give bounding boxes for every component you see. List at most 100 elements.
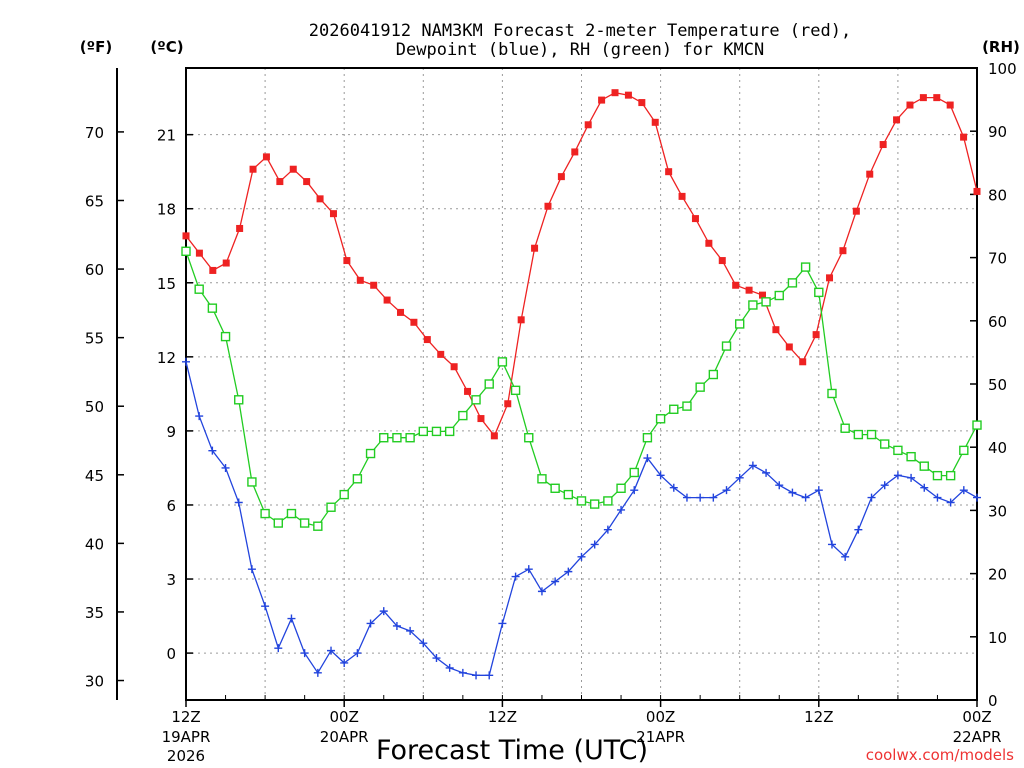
rh-tick-label: 0 [988, 692, 998, 710]
temperature-point [598, 96, 606, 104]
dewpoint-point [379, 607, 388, 616]
x-tick-label-time: 00Z [330, 708, 359, 726]
celsius-tick-label: 9 [166, 423, 176, 441]
temperature-point [531, 244, 539, 252]
temperature-point [651, 118, 659, 126]
rh-point [220, 331, 231, 342]
temperature-point [262, 153, 270, 161]
rh-point [972, 420, 982, 430]
data-series [181, 89, 982, 680]
rh-tick-label: 60 [988, 313, 1007, 331]
x-tick-label-date: 21APR [636, 728, 685, 746]
dewpoint-point [234, 498, 243, 507]
temperature-point [437, 350, 445, 358]
rh-tick-label: 10 [988, 629, 1007, 647]
rh-point [207, 303, 218, 313]
rh-point [405, 433, 415, 443]
dewpoint-point [946, 498, 955, 507]
x-tick-label-time: 12Z [804, 708, 833, 726]
rh-point [484, 379, 494, 389]
rh-point [959, 445, 969, 456]
dewpoint-point [735, 473, 744, 482]
dewpoint-point [208, 446, 217, 455]
rh-tick-label: 90 [988, 123, 1007, 141]
temperature-point [772, 326, 780, 334]
credit-link[interactable]: coolwx.com/models [866, 746, 1014, 764]
dewpoint-point [775, 481, 784, 490]
dewpoint-point [564, 567, 573, 576]
rh-point [365, 448, 376, 459]
rh-point [576, 496, 587, 506]
rh-point [932, 470, 943, 481]
celsius-tick-label: 6 [166, 497, 176, 515]
rh-point [286, 508, 297, 519]
celsius-tick-label: 12 [157, 349, 176, 367]
dewpoint-point [458, 668, 467, 677]
dewpoint-point [511, 572, 520, 581]
temperature-point [946, 101, 954, 109]
series-dewpoint [182, 357, 981, 680]
temperature-point [678, 192, 686, 200]
dewpoint-point [340, 658, 349, 667]
rh-point [260, 508, 270, 519]
tick-labels: 0 3 6 9 12 15 18 21 30 35 40 45 50 55 60 65 70 0 10 20 30 40 5… [85, 60, 1017, 765]
temperature-point [370, 281, 378, 289]
fahrenheit-tick-label: 60 [85, 261, 104, 279]
dewpoint-point [366, 619, 375, 628]
rh-point [181, 246, 191, 256]
dewpoint-point [182, 357, 190, 366]
dewpoint-point [472, 671, 481, 680]
x-tick-label-time: 12Z [488, 708, 517, 726]
temperature-point [906, 101, 914, 109]
dewpoint-point [854, 525, 863, 534]
dewpoint-point [261, 602, 270, 611]
rh-point [629, 467, 639, 478]
dewpoint-point [353, 649, 362, 658]
temperature-point [826, 274, 834, 282]
dewpoint-point [327, 646, 336, 655]
dewpoint-point [867, 493, 876, 502]
dewpoint-point [406, 626, 415, 635]
temperature-point [611, 89, 619, 97]
rh-point [194, 284, 204, 294]
x-tick-label-time: 00Z [646, 708, 675, 726]
dewpoint-point [524, 565, 533, 574]
chart-title-line1: 2026041912 NAM3KM Forecast 2-meter Tempe… [309, 21, 851, 41]
fahrenheit-tick-label: 55 [85, 330, 104, 348]
temperature-point [732, 281, 740, 289]
temperature-point [584, 121, 592, 129]
temperature-point [423, 336, 431, 344]
rh-point [945, 470, 956, 481]
temperature-point [343, 257, 351, 265]
rh-point [642, 433, 653, 443]
fahrenheit-tick-label: 35 [85, 604, 104, 622]
rh-point [814, 287, 824, 298]
temperature-point [517, 316, 525, 324]
rh-tick-label: 100 [988, 60, 1017, 78]
dewpoint-point [841, 552, 850, 561]
dewpoint-point [959, 486, 968, 495]
rh-point [827, 388, 837, 399]
dewpoint-point [590, 540, 599, 549]
rh-tick-label: 50 [988, 376, 1007, 394]
rh-point [524, 433, 534, 443]
x-tick-label-date: 19APR [162, 728, 211, 746]
temperature-point [960, 133, 968, 141]
rh-point [603, 496, 613, 506]
dewpoint-point [419, 639, 428, 648]
dewpoint-point [696, 493, 705, 502]
dewpoint-point [973, 493, 981, 502]
chart-title-line2: Dewpoint (blue), RH (green) for KMCN [396, 40, 764, 60]
temperature-point [236, 224, 244, 232]
temperature-point [705, 239, 713, 247]
rh-point [655, 414, 666, 424]
rh-point [840, 423, 850, 433]
rh-point [682, 401, 692, 411]
fahrenheit-tick-label: 50 [85, 398, 104, 416]
dewpoint-point [933, 493, 942, 502]
temperature-point [303, 178, 311, 186]
rh-point [339, 489, 349, 500]
dewpoint-point [630, 486, 639, 495]
x-tick-label-year: 2026 [167, 747, 205, 765]
